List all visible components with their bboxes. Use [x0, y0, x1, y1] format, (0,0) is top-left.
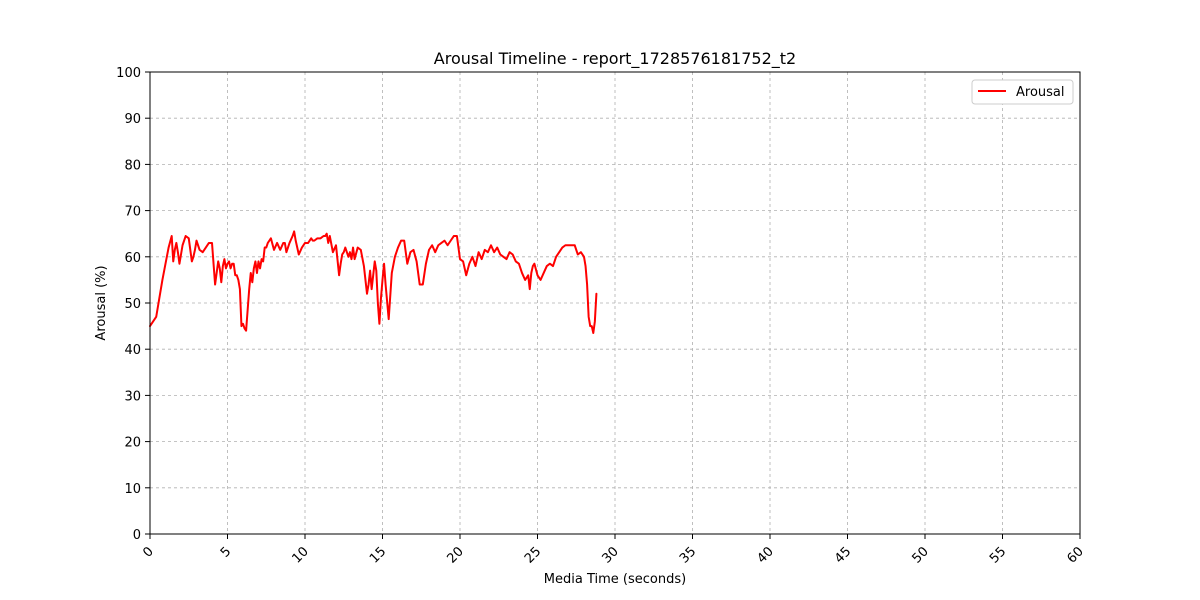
legend-box: [971, 79, 1074, 105]
y-tick-label: 80: [124, 158, 141, 173]
y-tick-label: 30: [124, 389, 141, 404]
series-layer: [149, 230, 598, 335]
y-tick-label: 100: [116, 66, 141, 81]
y-tick-label: 0: [133, 528, 141, 543]
y-tick-label: 20: [124, 436, 141, 451]
x-axis-label: Media Time (seconds): [544, 572, 686, 587]
legend: Arousal: [971, 79, 1074, 105]
y-axis-label: Arousal (%): [94, 265, 109, 340]
series-line-arousal: [149, 230, 598, 335]
y-tick-label: 40: [124, 343, 141, 358]
y-axis-ticks: 0 10 20 30 40 50 60 70 80 90 100: [116, 66, 150, 543]
chart-title: Arousal Timeline - report_1728576181752_…: [434, 49, 796, 69]
y-tick-label: 70: [124, 205, 141, 220]
y-tick-label: 60: [124, 251, 141, 266]
y-tick-label: 90: [124, 112, 141, 127]
y-tick-label: 10: [124, 482, 141, 497]
legend-label-arousal: Arousal: [1016, 85, 1065, 100]
y-tick-label: 50: [124, 297, 141, 312]
